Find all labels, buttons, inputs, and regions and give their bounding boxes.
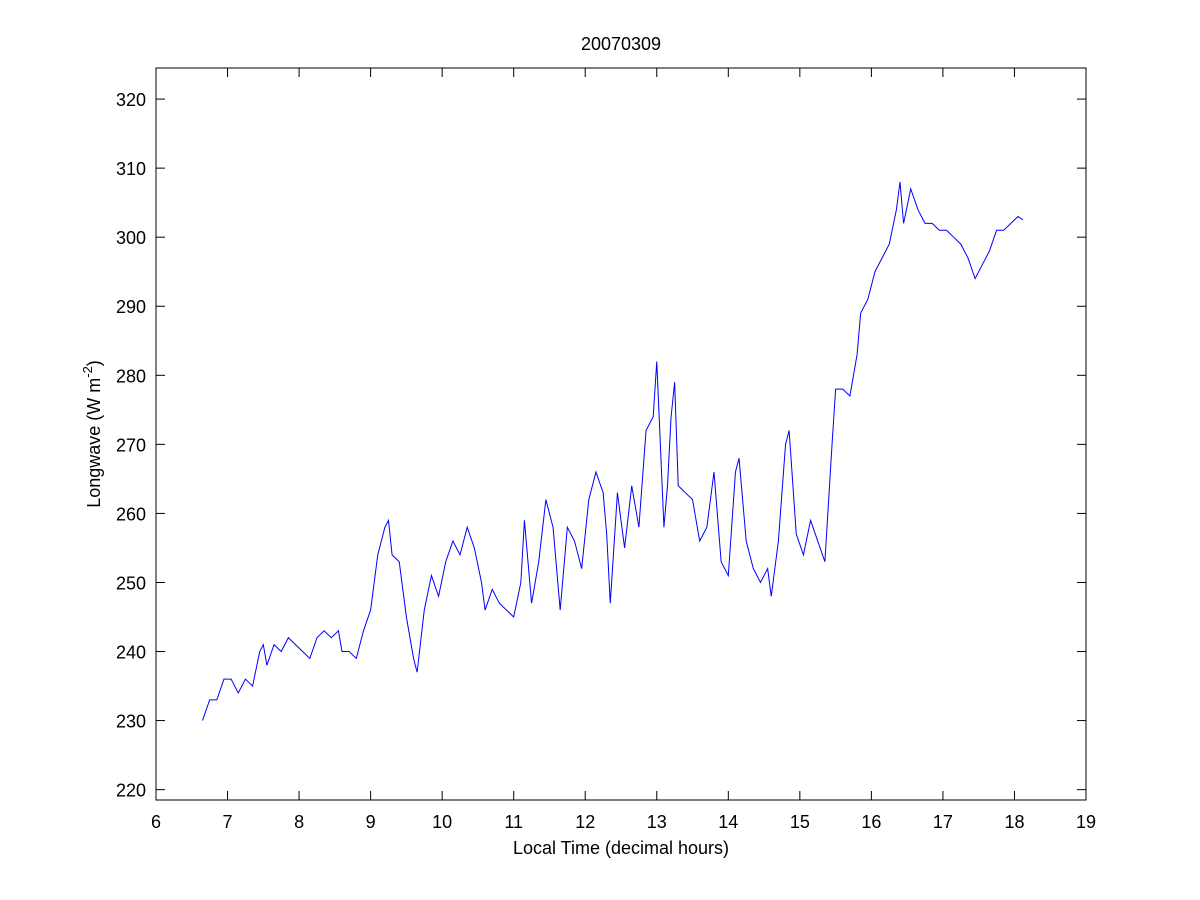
x-tick-label: 6 [151, 812, 161, 832]
x-tick-label: 10 [432, 812, 452, 832]
y-tick-label: 270 [116, 435, 146, 455]
data-line [202, 181, 1024, 721]
y-axis-label-text: Longwave (W m [84, 378, 104, 508]
y-tick-label: 280 [116, 366, 146, 386]
y-tick-label: 250 [116, 573, 146, 593]
x-tick-label: 15 [790, 812, 810, 832]
x-tick-label: 16 [861, 812, 881, 832]
y-tick-label: 320 [116, 90, 146, 110]
x-axis-label: Local Time (decimal hours) [513, 838, 729, 858]
x-tick-label: 11 [504, 812, 523, 832]
x-tick-label: 7 [223, 812, 233, 832]
y-axis-label: Longwave (W m-2) [80, 360, 104, 508]
x-tick-label: 17 [933, 812, 953, 832]
y-tick-label: 220 [116, 781, 146, 801]
y-tick-label: 310 [116, 159, 146, 179]
y-tick-label: 240 [116, 643, 146, 663]
y-tick-label: 260 [116, 504, 146, 524]
y-tick-label: 290 [116, 297, 146, 317]
y-axis-label-superscript: -2 [80, 366, 95, 378]
x-tick-label: 18 [1004, 812, 1024, 832]
x-tick-label: 19 [1076, 812, 1096, 832]
plot-area [155, 67, 1087, 801]
y-tick-label: 300 [116, 228, 146, 248]
y-tick-label: 230 [116, 712, 146, 732]
x-tick-label: 12 [575, 812, 595, 832]
chart-title: 20070309 [581, 34, 661, 54]
y-axis-label-suffix: ) [84, 360, 104, 366]
x-tick-label: 9 [366, 812, 376, 832]
x-tick-label: 13 [647, 812, 667, 832]
x-tick-label: 8 [294, 812, 304, 832]
x-tick-label: 14 [718, 812, 738, 832]
